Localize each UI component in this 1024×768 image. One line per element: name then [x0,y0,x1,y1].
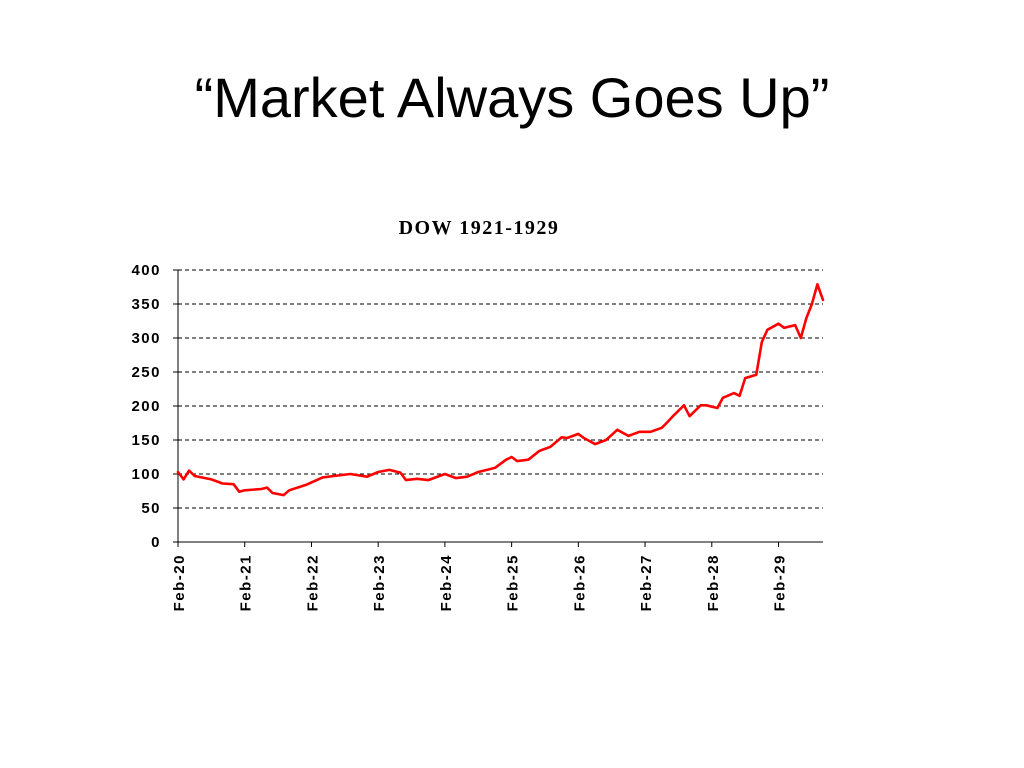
y-tick-label: 400 [131,262,161,279]
y-tick-label: 0 [151,534,161,551]
x-tick-label: Feb-26 [571,554,588,611]
y-tick-label: 350 [131,296,161,313]
y-tick-label: 50 [141,500,161,517]
x-tick-label: Feb-24 [438,554,455,611]
x-tick-label: Feb-23 [371,554,388,611]
series-layer [176,283,825,497]
y-tick-label: 150 [131,432,161,449]
y-tick-label: 200 [131,398,161,415]
x-tick-label: Feb-27 [638,554,655,611]
x-tick-label: Feb-22 [304,554,321,611]
axes [173,269,823,547]
y-axis-tick-labels: 0 50 100 150 200 250 300 350 400 [131,262,161,551]
dow-series-line [176,283,825,497]
x-tick-label: Feb-29 [772,554,789,611]
x-tick-label: Feb-21 [238,554,255,611]
x-tick-label: Feb-25 [505,554,522,611]
chart-title: DOW 1921-1929 [399,217,560,239]
y-tick-label: 250 [131,364,161,381]
gridlines [178,269,823,509]
slide-title: “Market Always Goes Up” [194,66,830,129]
x-tick-label: Feb-20 [171,554,188,611]
x-axis-tick-labels: Feb-20 Feb-21 Feb-22 Feb-23 Feb-24 Feb-25 Feb-… [171,554,789,611]
y-tick-label: 300 [131,330,161,347]
x-tick-label: Feb-28 [705,554,722,611]
y-tick-label: 100 [131,466,161,483]
